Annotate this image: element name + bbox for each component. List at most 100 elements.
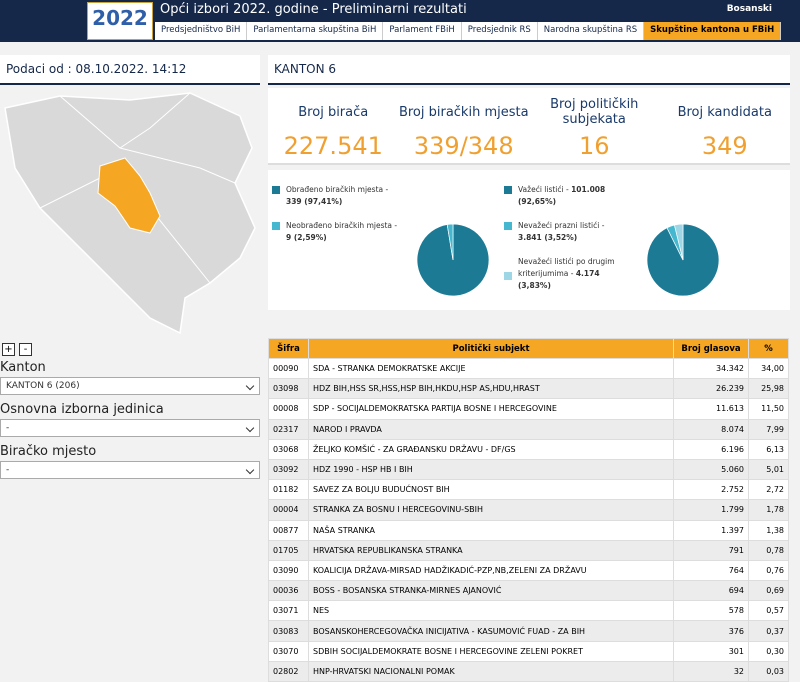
stat-value: 16 (578, 132, 610, 160)
table-cell: 11,50 (748, 398, 789, 420)
legend-swatch (272, 222, 280, 230)
table-cell: 00036 (268, 580, 309, 602)
table-cell: SDP - SOCIJALDEMOKRATSKA PARTIJA BOSNE I… (308, 398, 674, 420)
table-cell: 00090 (268, 357, 309, 380)
legend-swatch (272, 186, 280, 194)
table-cell: NAŠA STRANKA (308, 519, 674, 541)
table-cell: SAVEZ ZA BOLJU BUDUĆNOST BIH (308, 479, 674, 501)
table-cell: 0,37 (748, 620, 789, 642)
map[interactable] (0, 88, 260, 340)
table-cell: 0,57 (748, 600, 789, 622)
stat-label: Broj političkih subjekata (550, 97, 639, 127)
table-cell: 11.613 (673, 398, 749, 420)
table-cell: 01705 (268, 539, 309, 561)
tab[interactable]: Predsjedništvo BiH (155, 22, 248, 40)
column-header: % (748, 338, 789, 359)
table-cell: 0,69 (748, 580, 789, 602)
legend-label: Neobrađeno biračkih mjesta - (286, 221, 398, 230)
section-title: KANTON 6 (268, 55, 790, 85)
column-header: Šifra (268, 338, 309, 359)
filter-select[interactable]: - (0, 461, 260, 479)
table-cell: 1.799 (673, 499, 749, 521)
table-cell: 0,30 (748, 640, 789, 662)
table-cell: 764 (673, 559, 749, 582)
table-row: 03098 HDZ BIH,HSS SR,HSS,HSP BIH,HKDU,HSP… (268, 378, 789, 400)
tabs: Predsjedništvo BiH Parlamentarna skupštin… (155, 22, 782, 40)
tab[interactable]: Skupštine kantona u FBiH (644, 22, 782, 40)
pie-panel: Obrađeno biračkih mjesta - 339 (97,41%) N… (268, 170, 790, 310)
logo[interactable]: 2022 (87, 2, 153, 40)
table-row: 03090 KOALICIJA DRŽAVA-MIRSAD HADŽIKADIĆ-… (268, 559, 789, 582)
column-header: Broj glasova (673, 338, 749, 359)
tab[interactable]: Predsjednik RS (462, 22, 538, 40)
zoom-in[interactable]: + (2, 343, 15, 356)
table-row: 00004 STRANKA ZA BOSNU I HERCEGOVINU-SBIH… (268, 499, 789, 521)
legend-value: 101.008 (92,65%) (518, 185, 606, 206)
legend-item: Važeći listići - 101.008 (92,65%) (504, 184, 630, 208)
table-cell: 32 (673, 660, 749, 682)
table-cell: HDZ 1990 - HSP HB I BIH (308, 458, 674, 481)
map-selected-region (97, 157, 161, 234)
pie-chart (646, 223, 720, 297)
table-cell: 02317 (268, 418, 309, 440)
legend-item: Obrađeno biračkih mjesta - 339 (97,41%) (272, 184, 398, 208)
table-cell: KOALICIJA DRŽAVA-MIRSAD HADŽIKADIĆ-PZP,N… (308, 559, 674, 582)
table-cell: NAROD I PRAVDA (308, 418, 674, 440)
table-row: 02802 HNP-HRVATSKI NACIONALNI POMAK 32 0,03 (268, 660, 789, 682)
table-row: 03070 SDBIH SOCIJALDEMOKRATE BOSNE I HERC… (268, 640, 789, 662)
table-cell: 34,00 (748, 357, 789, 380)
filter-label: Osnovna izborna jedinica (0, 402, 164, 417)
table-cell: 7,99 (748, 418, 789, 440)
table-row: 01705 HRVATSKA REPUBLIKANSKA STRANKA 791 0,… (268, 539, 789, 561)
table-cell: BOSS - BOSANSKA STRANKA-MIRNES AJANOVIĆ (308, 580, 674, 602)
filter-select[interactable]: KANTON 6 (206) (0, 377, 260, 395)
stat: Broj kandidata 349 (660, 88, 791, 163)
table-cell: 0,76 (748, 559, 789, 582)
legend-swatch (504, 186, 512, 194)
map-border (59, 92, 191, 149)
table-cell: BOSANSKOHERCEGOVAČKA INICIJATIVA - KASUM… (308, 620, 674, 642)
table-cell: 1.397 (673, 519, 749, 541)
table-cell: 578 (673, 600, 749, 622)
table-cell: 00877 (268, 519, 309, 541)
table-row: 00090 SDA - STRANKA DEMOKRATSKE AKCIJE 34.… (268, 357, 789, 380)
language-select[interactable]: Bosanski (726, 4, 772, 14)
legend-item: Nevažeći prazni listići - 3.841 (3,52%) (504, 220, 630, 244)
tab[interactable]: Parlamentarna skupština BiH (247, 22, 384, 40)
tab[interactable]: Parlament FBiH (383, 22, 462, 40)
stat: Broj biračkih mjesta 339/348 (399, 88, 530, 163)
table-cell: 34.342 (673, 357, 749, 380)
filter-select[interactable]: - (0, 419, 260, 437)
stat-value: 349 (701, 132, 748, 160)
stat-value: 227.541 (283, 132, 383, 160)
table-row: 02317 NAROD I PRAVDA 8.074 7,99 (268, 418, 789, 440)
table-cell: 0,78 (748, 539, 789, 561)
stat: Broj birača 227.541 (268, 88, 399, 163)
table-cell: 6,13 (748, 438, 789, 460)
table-cell: STRANKA ZA BOSNU I HERCEGOVINU-SBIH (308, 499, 674, 521)
table-row: 01182 SAVEZ ZA BOLJU BUDUĆNOST BIH 2.752 2,… (268, 479, 789, 501)
table-cell: SDBIH SOCIJALDEMOKRATE BOSNE I HERCEGOVI… (308, 640, 674, 662)
table-cell: 2,72 (748, 479, 789, 501)
table-cell: 0,03 (748, 660, 789, 682)
table-cell: 694 (673, 580, 749, 602)
stat-label: Broj birača (298, 104, 369, 120)
map-border (39, 147, 236, 284)
legend-value: 339 (97,41%) (286, 197, 343, 206)
table-row: 03092 HDZ 1990 - HSP HB I BIH 5.060 5,01 (268, 458, 789, 481)
table-cell: 5.060 (673, 458, 749, 481)
zoom-out[interactable]: - (19, 343, 32, 356)
table-cell: 03098 (268, 378, 309, 400)
table-cell: SDA - STRANKA DEMOKRATSKE AKCIJE (308, 357, 674, 380)
table-cell: 00004 (268, 499, 309, 521)
filter-label: Biračko mjesto (0, 444, 97, 459)
table-cell: HNP-HRVATSKI NACIONALNI POMAK (308, 660, 674, 682)
table-cell: 00008 (268, 398, 309, 420)
table-row: 03071 NES 578 0,57 (268, 600, 789, 622)
table-cell: HRVATSKA REPUBLIKANSKA STRANKA (308, 539, 674, 561)
legend-label: Nevažeći listići po drugim kriterijumima… (518, 257, 615, 278)
table-cell: 5,01 (748, 458, 789, 481)
legend-item: Neobrađeno biračkih mjesta - 9 (2,59%) (272, 220, 398, 244)
tab[interactable]: Narodna skupština RS (538, 22, 645, 40)
